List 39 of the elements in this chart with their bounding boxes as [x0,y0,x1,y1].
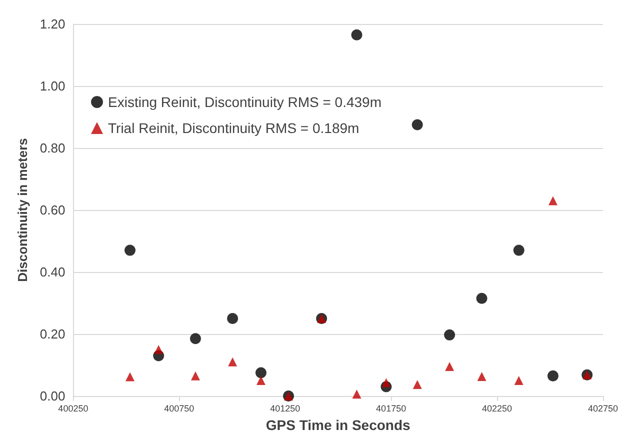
point [352,390,362,399]
x-tick-label: 401750 [376,404,406,414]
legend-label: Trial Reinit, Discontinuity RMS = 0.189m [108,120,360,136]
x-tick-label: 400750 [164,404,194,414]
point [255,367,266,378]
point [154,345,164,354]
point [227,313,238,324]
point [412,119,423,130]
point [547,370,558,382]
point [514,376,524,385]
y-tick-label: 0.00 [40,388,66,404]
point [124,244,136,256]
x-axis-title: GPS Time in Seconds [266,417,411,433]
x-tick-label: 400250 [58,404,88,414]
point [125,372,134,382]
point [477,372,486,381]
x-tick-label: 401250 [270,404,300,414]
y-tick-label: 0.80 [40,140,66,156]
y-tick-label: 0.60 [40,202,66,218]
point [190,333,201,344]
point [256,376,266,385]
y-tick-label: 0.40 [40,264,66,280]
x-tick-label: 402750 [588,404,618,414]
point [412,380,422,390]
point [190,371,200,380]
point [444,329,456,340]
legend-label: Existing Reinit, Discontinuity RMS = 0.439m [108,94,382,110]
y-tick-label: 1.20 [40,16,66,32]
y-tick-label: 0.20 [40,326,66,342]
point [382,378,391,388]
point [351,29,362,40]
point [445,362,454,372]
point [513,244,524,256]
point [228,357,238,366]
y-tick-label: 1.00 [40,78,66,94]
x-tick-label: 402250 [482,404,512,414]
point [548,196,558,206]
y-axis-title: Discontinuity in meters [15,138,30,282]
point [476,292,488,304]
